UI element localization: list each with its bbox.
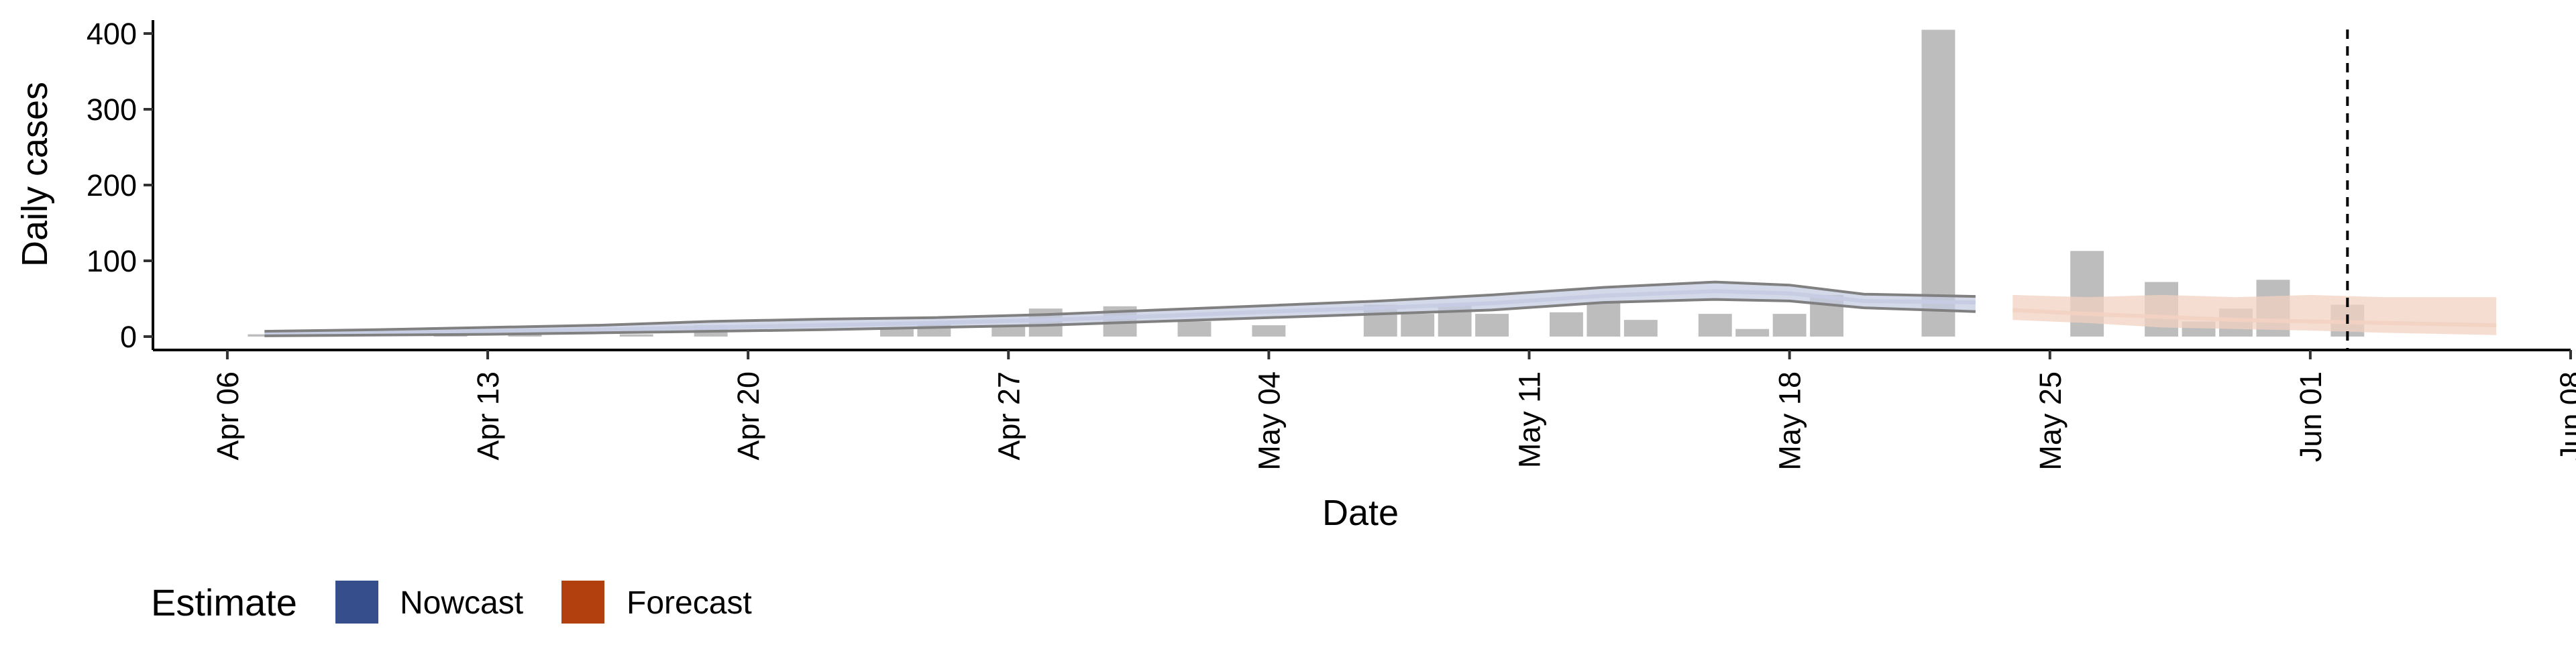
bar-observed-cases: [1401, 314, 1435, 337]
bar-observed-cases: [1735, 329, 1770, 337]
bar-observed-cases: [880, 329, 914, 337]
y-tick-label: 300: [87, 93, 137, 127]
bar-observed-cases: [1550, 312, 1583, 337]
bar-observed-cases: [1252, 325, 1286, 337]
x-tick-label: Jun 01: [2294, 371, 2328, 462]
bar-observed-cases: [1475, 314, 1509, 337]
lower-line-nowcast: [264, 298, 1976, 337]
band-forecast: [2012, 294, 2497, 335]
y-tick-label: 0: [120, 320, 137, 354]
x-tick-label: May 18: [1773, 371, 1807, 471]
median-line-nowcast: [264, 289, 1976, 336]
y-tick-label: 200: [87, 168, 137, 202]
bar-observed-cases: [619, 334, 653, 337]
x-tick-label: Apr 20: [731, 371, 765, 461]
x-tick-label: May 25: [2033, 371, 2068, 471]
bar-observed-cases: [1698, 314, 1732, 337]
ticks-layer: 0 100 200 300 400 Apr 06 Apr 13 Apr 20 Apr 27 May…: [87, 17, 2576, 471]
y-axis-title: Daily cases: [15, 82, 55, 267]
legend-title: Estimate: [151, 581, 297, 624]
bar-observed-cases: [2070, 251, 2104, 337]
median-line-forecast: [2012, 308, 2497, 328]
x-tick-label: Apr 06: [211, 371, 245, 461]
lines-layer: [264, 280, 2497, 337]
bar-observed-cases: [991, 325, 1026, 337]
y-tick-label: 100: [87, 244, 137, 278]
y-tick-label: 400: [87, 17, 137, 51]
legend-label-forecast: Forecast: [627, 585, 752, 621]
legend: Estimate Nowcast Forecast: [151, 581, 752, 624]
bar-observed-cases: [1623, 320, 1658, 337]
bar-observed-cases: [1921, 30, 1955, 337]
x-tick-label: Apr 27: [991, 371, 1026, 461]
x-tick-label: Apr 13: [471, 371, 505, 461]
legend-label-nowcast: Nowcast: [400, 585, 523, 621]
upper-line-nowcast: [264, 280, 1976, 333]
x-tick-label: Jun 08: [2554, 371, 2576, 462]
legend-swatch-nowcast: [335, 581, 378, 624]
x-tick-label: May 11: [1513, 371, 1547, 468]
bars-layer: [248, 30, 2365, 337]
x-tick-label: May 04: [1252, 371, 1286, 471]
bar-observed-cases: [1587, 302, 1621, 337]
x-axis-title: Date: [1322, 493, 1399, 533]
bar-observed-cases: [1772, 314, 1807, 337]
legend-swatch-forecast: [561, 581, 604, 624]
bar-observed-cases: [1177, 321, 1212, 337]
